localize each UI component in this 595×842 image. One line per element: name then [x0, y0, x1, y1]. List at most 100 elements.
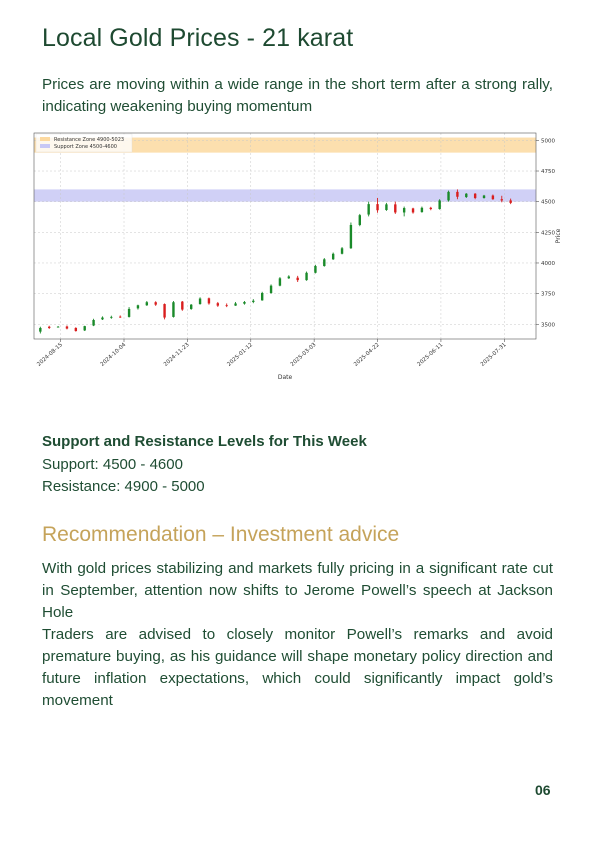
candle-body — [39, 327, 42, 332]
chart-svg: 3500 3750 4000 4250 4500 4750 5000 Price 2024-08… — [33, 132, 562, 381]
candle-up — [234, 301, 237, 306]
candle-body — [65, 326, 69, 329]
x-tick-label: 2024-11-23 — [163, 342, 191, 368]
candle-body — [376, 204, 379, 211]
candle-body — [189, 304, 193, 309]
candle-down — [207, 297, 211, 305]
candle-body — [92, 319, 95, 326]
legend-swatch — [40, 144, 50, 148]
x-tick-label: 2025-03-03 — [290, 342, 318, 368]
candle-body — [136, 305, 140, 309]
candle-down — [411, 207, 415, 214]
candle-up — [314, 264, 317, 274]
x-tick-label: 2025-07-31 — [480, 342, 508, 368]
plot-frame — [33, 132, 537, 340]
candle-up — [482, 194, 486, 199]
candle-up — [269, 284, 273, 294]
candle-body — [509, 200, 512, 203]
candle-up — [385, 202, 388, 211]
candle-body — [491, 195, 495, 200]
candle-up — [83, 325, 86, 332]
candle-body — [500, 199, 503, 201]
candle-up — [198, 297, 202, 305]
x-axis-label: Date — [278, 374, 293, 381]
candle-body — [163, 304, 166, 318]
page-title: Local Gold Prices - 21 karat — [42, 24, 354, 52]
levels-heading: Support and Resistance Levels for This W… — [42, 433, 367, 450]
candle-body — [385, 204, 388, 211]
candle-down — [429, 206, 432, 211]
candle-up — [438, 199, 441, 210]
candle-down — [181, 300, 184, 311]
candle-down — [48, 325, 51, 329]
candle-body — [198, 298, 202, 305]
candle-body — [269, 285, 273, 294]
candle-body — [278, 278, 282, 286]
candle-body — [172, 302, 175, 317]
candle-up — [92, 318, 95, 327]
candle-down — [394, 201, 397, 214]
candle-up — [278, 277, 282, 287]
candle-down — [473, 193, 477, 200]
candle-body — [349, 224, 353, 249]
candle-body — [101, 317, 104, 320]
candle-body — [465, 193, 468, 198]
candle-body — [438, 200, 441, 210]
x-tick-label: 2025-01-12 — [226, 342, 254, 368]
candle-up — [305, 271, 308, 281]
candle-body — [74, 327, 78, 332]
candle-up — [331, 252, 335, 260]
x-tick-label: 2024-10-04 — [100, 342, 128, 368]
recommendation-body: With gold prices stabilizing and markets… — [42, 558, 553, 712]
candle-body — [225, 305, 228, 307]
lead-paragraph: Prices are moving within a wide range in… — [42, 76, 553, 115]
levels-section: Support and Resistance Levels for This W… — [42, 431, 367, 499]
candle-body — [411, 208, 415, 213]
candle-body — [252, 300, 255, 302]
recommendation-paragraph-2: Traders are advised to closely monitor P… — [42, 626, 553, 709]
candle-body — [145, 302, 149, 306]
plot-area — [34, 133, 536, 339]
candle-body — [119, 316, 122, 318]
candle-up — [136, 304, 140, 310]
resistance-zone — [34, 137, 536, 153]
y-tick-label: 4500 — [541, 200, 555, 206]
legend-box — [35, 133, 133, 153]
candle-down — [491, 194, 495, 200]
candle-up — [260, 291, 264, 301]
y-tick-label: 3500 — [541, 322, 555, 328]
candle-up — [402, 206, 406, 217]
candle-down — [296, 275, 299, 282]
candle-body — [420, 207, 424, 213]
candle-up — [39, 326, 42, 334]
y-axis-label: Price — [555, 228, 562, 243]
y-tick-label: 4250 — [541, 230, 555, 236]
candle-up — [287, 275, 291, 279]
candle-body — [394, 204, 397, 213]
support-zone — [34, 189, 536, 202]
candle-body — [287, 276, 291, 279]
candle-body — [456, 191, 459, 197]
support-level: Support: 4500 - 4600 — [42, 455, 183, 473]
candle-down — [509, 198, 512, 205]
candle-body — [127, 308, 131, 317]
candle-up — [243, 300, 246, 305]
candle-down — [74, 327, 78, 332]
candle-body — [482, 195, 486, 198]
candle-up — [323, 258, 326, 267]
candle-up — [349, 222, 353, 249]
y-tick-label: 3750 — [541, 292, 555, 298]
candle-body — [429, 207, 432, 210]
candle-body — [48, 326, 51, 328]
candle-up — [252, 299, 255, 304]
candle-body — [331, 253, 335, 260]
y-tick-label: 4000 — [541, 261, 555, 267]
candle-body — [305, 272, 308, 281]
candlestick-chart: 3500 3750 4000 4250 4500 4750 5000 Price 2024-08… — [30, 131, 566, 391]
candle-body — [323, 259, 326, 267]
candle-body — [56, 326, 60, 328]
candle-body — [207, 298, 211, 304]
candle-up — [358, 213, 361, 227]
recommendation-title: Recommendation – Investment advice — [42, 523, 400, 546]
